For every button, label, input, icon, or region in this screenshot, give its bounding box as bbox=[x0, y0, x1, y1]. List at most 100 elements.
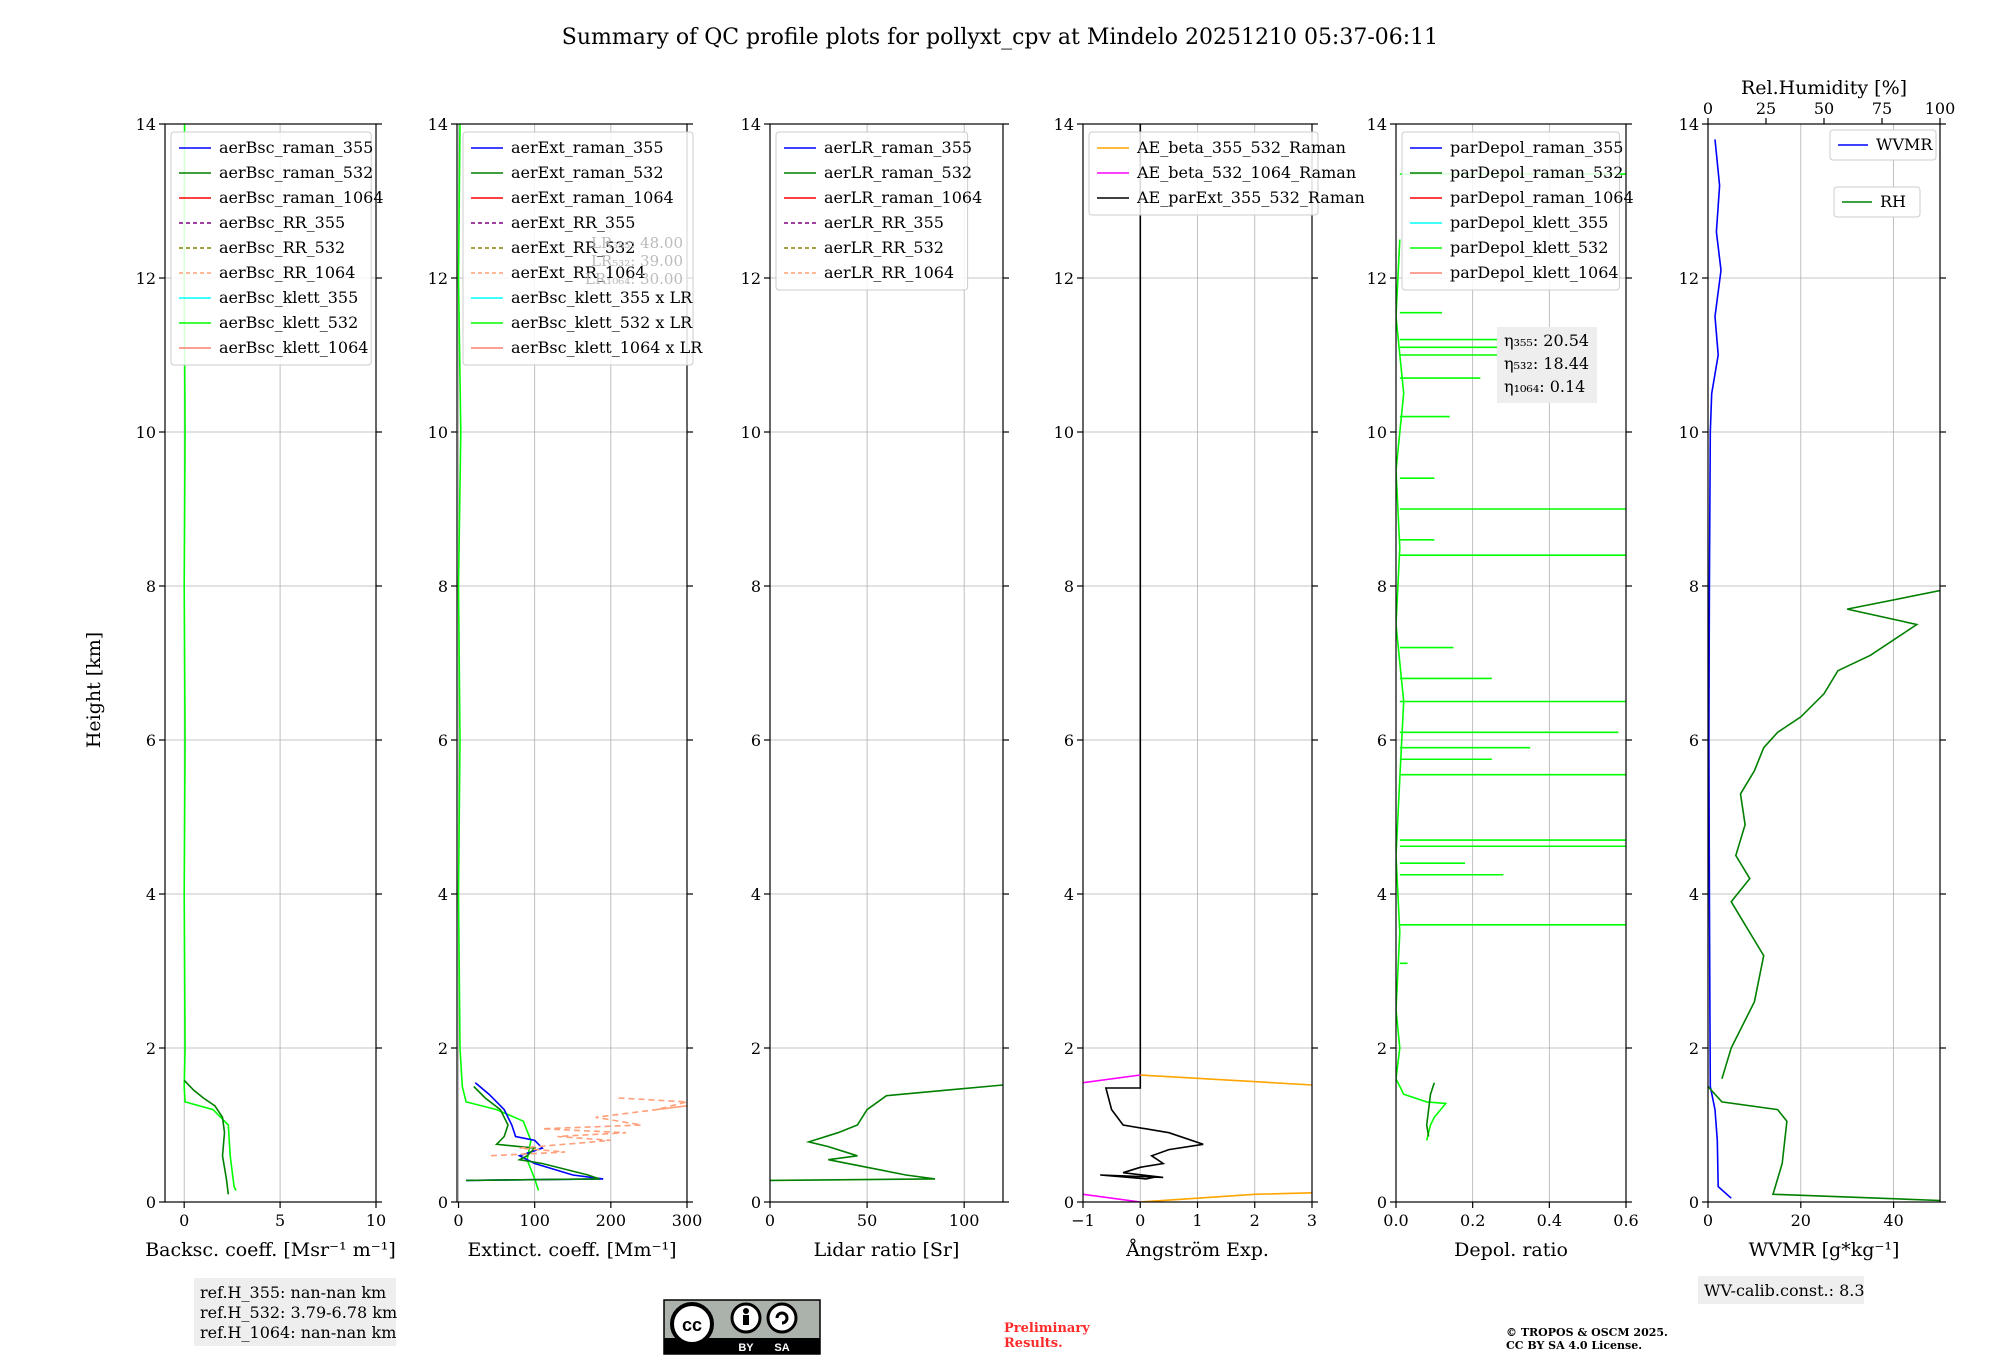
series-AE_beta_355_532_Raman_low bbox=[1140, 1192, 1312, 1202]
preliminary-line2: Results. bbox=[1004, 1336, 1063, 1351]
y-tick-label: 0 bbox=[146, 1193, 156, 1212]
x-tick-label: 3 bbox=[1307, 1211, 1317, 1230]
y-tick-label: 0 bbox=[438, 1193, 448, 1212]
lidar-ratio-annotation: LR₃₅₅: 48.00 bbox=[591, 234, 683, 252]
y-tick-label: 6 bbox=[1064, 731, 1074, 750]
eta-annotation: η₁₀₆₄: 0.14 bbox=[1504, 377, 1585, 396]
x2-tick-label: 75 bbox=[1872, 99, 1892, 118]
legend-label: aerBsc_klett_532 bbox=[219, 313, 358, 332]
y-tick-label: 14 bbox=[136, 115, 156, 134]
y-tick-label: 14 bbox=[1679, 115, 1699, 134]
y-tick-label: 4 bbox=[146, 885, 156, 904]
y-tick-label: 8 bbox=[1689, 577, 1699, 596]
legend-label: aerLR_RR_1064 bbox=[824, 263, 954, 282]
y-tick-label: 10 bbox=[1054, 423, 1074, 442]
legend-label: aerBsc_klett_1064 bbox=[219, 338, 368, 357]
y-tick-label: 0 bbox=[1689, 1193, 1699, 1212]
axes-frame bbox=[164, 123, 377, 1203]
copyright-line1: © TROPOS & OSCM 2025. bbox=[1506, 1326, 1668, 1339]
x-tick-label: 0 bbox=[179, 1211, 189, 1230]
y-tick-label: 12 bbox=[428, 269, 448, 288]
y-tick-label: 6 bbox=[751, 731, 761, 750]
y-tick-label: 0 bbox=[751, 1193, 761, 1212]
y-tick-label: 12 bbox=[1054, 269, 1074, 288]
y-tick-label: 4 bbox=[438, 885, 448, 904]
legend-label: parDepol_raman_355 bbox=[1450, 138, 1623, 157]
x2-axis-label: Rel.Humidity [%] bbox=[1741, 77, 1907, 99]
series-parDepol_klett_532 bbox=[1396, 239, 1448, 1141]
legend-label: aerExt_RR_1064 bbox=[511, 263, 646, 282]
ref-h-532: ref.H_532: 3.79-6.78 km bbox=[200, 1303, 397, 1322]
x-tick-label: 0.0 bbox=[1383, 1211, 1408, 1230]
legend-label: aerBsc_raman_1064 bbox=[219, 188, 384, 207]
x-tick-label: 0 bbox=[765, 1211, 775, 1230]
axes-frame bbox=[1707, 123, 1941, 1203]
legend-label: parDepol_raman_1064 bbox=[1450, 188, 1634, 207]
x2-tick-label: 0 bbox=[1703, 99, 1713, 118]
legend-label: RH bbox=[1880, 192, 1906, 211]
series-AE_parExt_355_532_Raman bbox=[1100, 124, 1204, 1180]
legend-label: aerExt_raman_355 bbox=[511, 138, 664, 157]
y-tick-label: 6 bbox=[438, 731, 448, 750]
y-tick-label: 10 bbox=[741, 423, 761, 442]
y-tick-label: 4 bbox=[1689, 885, 1699, 904]
series-parDepol_raman_532 bbox=[1425, 1082, 1436, 1137]
legend-label: WVMR bbox=[1876, 135, 1933, 154]
x-tick-label: 20 bbox=[1791, 1211, 1811, 1230]
series-aerExt_raman_355 bbox=[466, 1082, 604, 1182]
y-tick-label: 12 bbox=[741, 269, 761, 288]
legend-label: aerExt_RR_532 bbox=[511, 238, 635, 257]
x-tick-label: 0.6 bbox=[1613, 1211, 1638, 1230]
legend-label: aerBsc_raman_355 bbox=[219, 138, 373, 157]
series-AE_beta_355_532_Raman bbox=[1140, 1074, 1312, 1086]
panel-extinction: 0 2 4 6 8 10 12 14 0 100 200 300 Extinct. coeff. [Mm… bbox=[428, 115, 704, 1261]
x-tick-label: 1 bbox=[1192, 1211, 1202, 1230]
legend-label: aerBsc_klett_355 x LR bbox=[511, 288, 693, 307]
y-tick-label: 14 bbox=[1367, 115, 1387, 134]
series-AE_beta_532_1064_Raman bbox=[1083, 1074, 1141, 1084]
legend-label: parDepol_raman_532 bbox=[1450, 163, 1623, 182]
x-tick-label: 100 bbox=[949, 1211, 980, 1230]
x-tick-label: 50 bbox=[857, 1211, 877, 1230]
y-tick-label: 6 bbox=[1377, 731, 1387, 750]
y-tick-label: 4 bbox=[751, 885, 761, 904]
x-axis-label: Lidar ratio [Sr] bbox=[814, 1239, 960, 1261]
y-tick-label: 6 bbox=[146, 731, 156, 750]
x-tick-label: −1 bbox=[1071, 1211, 1095, 1230]
legend-label: aerBsc_RR_532 bbox=[219, 238, 345, 257]
wv-calibration-constant: WV-calib.const.: 8.3 bbox=[1704, 1281, 1865, 1300]
x2-tick-label: 50 bbox=[1814, 99, 1834, 118]
legend-label: aerBsc_klett_532 x LR bbox=[511, 313, 693, 332]
x-tick-label: 10 bbox=[366, 1211, 386, 1230]
y-tick-label: 0 bbox=[1064, 1193, 1074, 1212]
series-aerExt_RR_1064 bbox=[488, 1097, 687, 1157]
x-axis-label: Extinct. coeff. [Mm⁻¹] bbox=[467, 1239, 676, 1261]
legend-label: aerLR_RR_532 bbox=[824, 238, 944, 257]
x-tick-label: 100 bbox=[519, 1211, 550, 1230]
cc-license-badge: cc BY SA bbox=[663, 1299, 821, 1355]
x-tick-label: 300 bbox=[672, 1211, 703, 1230]
legend-label: aerBsc_RR_1064 bbox=[219, 263, 355, 282]
y-tick-label: 12 bbox=[1367, 269, 1387, 288]
y-tick-label: 10 bbox=[136, 423, 156, 442]
ref-h-355: ref.H_355: nan-nan km bbox=[200, 1283, 386, 1302]
lidar-ratio-annotation: LR₁₀₆₄: 30.00 bbox=[585, 270, 683, 288]
cc-by-label: BY bbox=[738, 1342, 754, 1354]
y-tick-label: 12 bbox=[136, 269, 156, 288]
y-tick-label: 2 bbox=[146, 1039, 156, 1058]
series-aerExt_raman_532 bbox=[466, 1085, 600, 1182]
x-axis-label: WVMR [g*kg⁻¹] bbox=[1749, 1239, 1900, 1261]
x-tick-label: 0 bbox=[453, 1211, 463, 1230]
ref-h-1064: ref.H_1064: nan-nan km bbox=[200, 1323, 396, 1342]
axes-frame bbox=[456, 123, 688, 1203]
legend-label: aerLR_raman_355 bbox=[824, 138, 972, 157]
legend-label: parDepol_klett_355 bbox=[1450, 213, 1608, 232]
eta-annotation: η₅₃₂: 18.44 bbox=[1504, 354, 1589, 373]
y-tick-label: 12 bbox=[1679, 269, 1699, 288]
legend-label: AE_beta_532_1064_Raman bbox=[1136, 163, 1356, 182]
y-tick-label: 2 bbox=[751, 1039, 761, 1058]
y-tick-label: 8 bbox=[751, 577, 761, 596]
